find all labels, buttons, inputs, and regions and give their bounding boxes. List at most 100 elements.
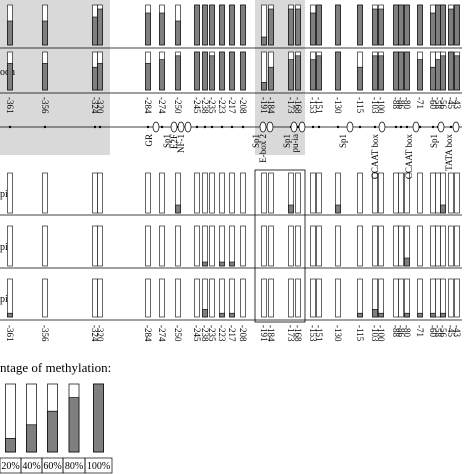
site-outline (435, 225, 441, 267)
methylation-bar (404, 257, 410, 267)
site-label: -151 (314, 325, 324, 342)
site-label: -173 (286, 97, 296, 114)
site-label: -223 (217, 97, 227, 114)
methylation-bar (404, 312, 410, 318)
methylation-bar (229, 51, 235, 91)
cpg-dot (93, 125, 97, 129)
methylation-bar (448, 8, 454, 46)
site-outline (454, 225, 460, 267)
tf-site (437, 121, 445, 133)
methylation-bar (97, 8, 103, 46)
methylation-bar (430, 312, 436, 318)
site-label: -217 (227, 97, 237, 114)
methylation-bar (357, 4, 363, 46)
methylation-bar (378, 55, 384, 91)
site-outline (398, 278, 404, 318)
site-outline (435, 172, 441, 214)
site-label: -56 (438, 325, 448, 337)
tf-label: Sp1 (282, 134, 292, 148)
methylation-bar (335, 51, 341, 91)
legend-bar (47, 410, 58, 453)
methylation-bar (417, 59, 423, 91)
methylation-bar (288, 204, 294, 214)
site-outline (435, 278, 441, 318)
methylation-bar (229, 261, 235, 267)
site-outline (454, 278, 460, 318)
site-label: -60 (428, 325, 438, 337)
site-label: -361 (5, 325, 15, 342)
site-label: -238 (200, 325, 210, 342)
methylation-bar (194, 51, 200, 91)
methylation-bar (310, 12, 316, 46)
site-outline (398, 225, 404, 267)
site-label: -208 (238, 97, 248, 114)
site-outline (295, 278, 301, 318)
site-outline (404, 172, 410, 214)
methylation-bar (316, 4, 322, 46)
site-outline (357, 225, 363, 267)
methylation-bar (7, 312, 13, 318)
site-outline (42, 225, 48, 267)
site-label: -103 (370, 325, 380, 342)
tf-site (259, 121, 267, 133)
methylation-bar (229, 312, 235, 318)
row-label: pi (0, 294, 8, 305)
site-label: -58 (433, 325, 443, 337)
legend-cell (84, 457, 113, 474)
site-label: -235 (207, 97, 217, 114)
methylation-bar (417, 312, 423, 318)
tf-site (170, 121, 178, 133)
cpg-dot (195, 125, 199, 129)
site-outline (219, 225, 225, 267)
methylation-bar (357, 66, 363, 91)
methylation-bar (7, 20, 13, 46)
tf-label: NF-1 (176, 134, 186, 153)
site-label: -223 (217, 325, 227, 342)
methylation-bar (219, 51, 225, 91)
site-outline (145, 225, 151, 267)
site-label: -58 (433, 97, 443, 109)
site-outline (261, 278, 267, 318)
site-outline (335, 225, 341, 267)
site-outline (92, 278, 98, 318)
site-outline (7, 225, 13, 267)
site-outline (440, 278, 446, 318)
site-label: -324 (90, 325, 100, 342)
site-outline (240, 172, 246, 214)
site-label: -245 (192, 97, 202, 114)
tf-site (184, 121, 192, 133)
site-label: -324 (90, 97, 100, 114)
site-outline (398, 172, 404, 214)
methylation-bar (209, 4, 215, 46)
site-label: -100 (376, 97, 386, 114)
site-outline (448, 172, 454, 214)
site-outline (7, 278, 13, 318)
methylation-bar (261, 36, 267, 46)
site-label: -356 (40, 97, 50, 114)
legend-bar (68, 397, 80, 453)
site-outline (448, 278, 454, 318)
methylation-bar (454, 4, 460, 46)
site-outline (229, 172, 235, 214)
methylation-bar (194, 4, 200, 46)
site-label: -168 (293, 97, 303, 114)
site-outline (417, 172, 423, 214)
methylation-bar (440, 4, 446, 46)
site-outline (310, 172, 316, 214)
site-label: -153 (308, 97, 318, 114)
cpg-dot (203, 125, 207, 129)
methylation-bar (159, 12, 165, 46)
methylation-bar (175, 20, 181, 46)
methylation-bar (219, 4, 225, 46)
tf-site (378, 121, 386, 133)
methylation-bar (42, 63, 48, 91)
site-label: -361 (5, 97, 15, 114)
site-outline (335, 278, 341, 318)
methylation-bar (240, 51, 246, 91)
site-outline (378, 225, 384, 267)
tf-label: pu-ia (290, 134, 300, 153)
site-outline (417, 278, 423, 318)
site-outline (430, 278, 436, 318)
cpg-dot (405, 125, 409, 129)
shaded-region (0, 0, 110, 155)
